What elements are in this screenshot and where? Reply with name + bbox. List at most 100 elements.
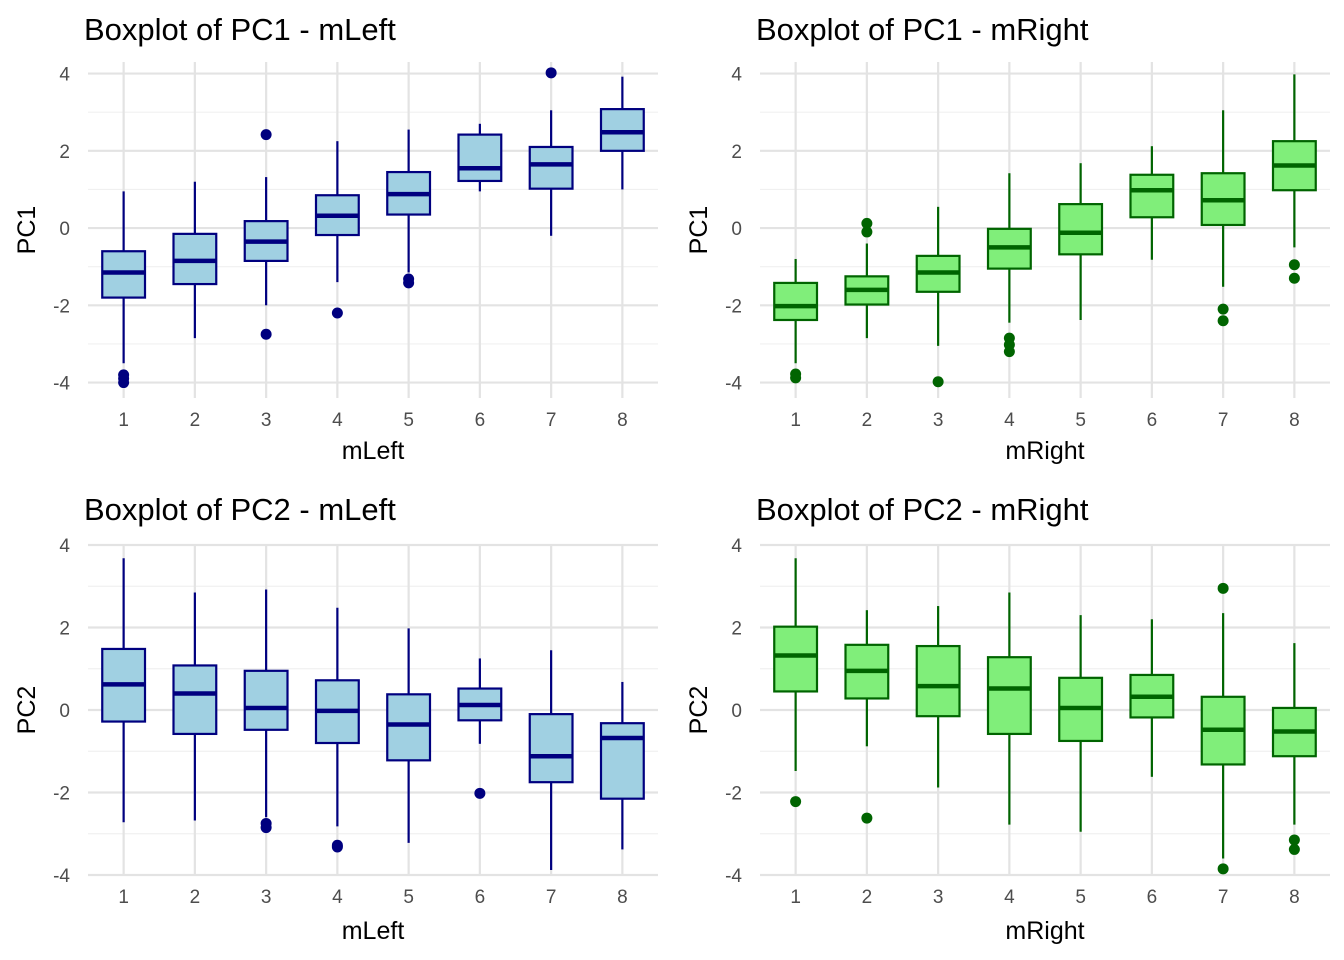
x-tick-label: 7	[1218, 887, 1229, 908]
y-tick-label: 2	[59, 619, 70, 640]
x-tick-label: 6	[1147, 410, 1158, 431]
x-axis-label: mRight	[1005, 917, 1084, 945]
y-axis-label: PC1	[685, 206, 713, 255]
box-2	[172, 592, 218, 821]
y-tick-label: 0	[731, 701, 742, 722]
outlier-point	[545, 67, 557, 79]
x-tick-label: 3	[261, 887, 272, 908]
box-body	[386, 693, 432, 762]
box-4	[314, 141, 360, 319]
x-tick-label: 7	[546, 887, 557, 908]
outlier-point	[790, 372, 802, 384]
outlier-point	[260, 822, 272, 834]
y-tick-label: -4	[53, 866, 70, 887]
chart-panel-1: -4 -2 0 2 4 1 2 3 4 5 6 7 8 Boxplot of PC1 - mLeft mLe…	[13, 12, 658, 465]
box-body	[1058, 203, 1104, 256]
box-6	[457, 123, 503, 192]
box-6	[1129, 146, 1175, 260]
box-8	[1271, 643, 1317, 855]
outlier-point	[932, 376, 944, 388]
outlier-point	[1288, 259, 1300, 271]
x-tick-label: 2	[862, 887, 873, 908]
x-tick-label: 3	[933, 887, 944, 908]
box-2	[172, 181, 218, 339]
outlier-point	[1217, 303, 1229, 315]
box-body	[915, 644, 961, 718]
outlier-point	[403, 277, 415, 289]
x-tick-label: 6	[475, 410, 486, 431]
x-axis-label: mLeft	[342, 917, 405, 945]
chart-title: Boxplot of PC2 - mRight	[756, 492, 1089, 527]
box-1	[773, 558, 819, 808]
box-body	[773, 625, 819, 693]
y-tick-label: 0	[59, 701, 70, 722]
box-8	[599, 76, 645, 190]
x-tick-label: 2	[190, 410, 201, 431]
x-tick-label: 6	[475, 887, 486, 908]
y-tick-label: -2	[725, 784, 742, 805]
x-tick-label: 4	[1004, 410, 1015, 431]
box-body	[528, 713, 574, 784]
y-tick-label: -4	[725, 866, 742, 887]
x-tick-label: 8	[617, 887, 628, 908]
y-tick-label: 4	[59, 65, 70, 86]
outlier-point	[861, 812, 873, 824]
box-body	[773, 281, 819, 322]
box-body	[986, 656, 1032, 736]
x-tick-label: 7	[1218, 410, 1229, 431]
y-tick-label: -2	[725, 296, 742, 317]
y-tick-label: 0	[731, 219, 742, 240]
chart-panel-2: -4 -2 0 2 4 1 2 3 4 5 6 7 8 Boxplot of PC1 - mRight mR…	[685, 12, 1330, 465]
outlier-point	[861, 226, 873, 238]
box-3	[243, 129, 289, 340]
x-axis-label: mRight	[1005, 437, 1084, 465]
outlier-point	[331, 841, 343, 853]
outlier-point	[1288, 272, 1300, 284]
y-tick-label: 2	[731, 619, 742, 640]
outlier-point	[1288, 834, 1300, 846]
x-tick-label: 1	[790, 887, 801, 908]
x-tick-label: 4	[332, 410, 343, 431]
box-4	[986, 592, 1032, 825]
x-tick-label: 8	[617, 410, 628, 431]
box-5	[386, 628, 432, 843]
y-tick-label: 4	[731, 65, 742, 86]
chart-title: Boxplot of PC2 - mLeft	[84, 492, 396, 527]
box-1	[101, 558, 147, 823]
x-tick-label: 3	[933, 410, 944, 431]
box-2	[844, 610, 890, 824]
box-7	[1200, 582, 1246, 875]
x-tick-label: 2	[190, 887, 201, 908]
box-8	[1271, 74, 1317, 284]
x-tick-label: 6	[1147, 887, 1158, 908]
box-body	[528, 145, 574, 190]
outlier-point	[1288, 843, 1300, 855]
y-axis-label: PC2	[13, 686, 41, 735]
y-tick-label: 0	[59, 219, 70, 240]
outlier-point	[1217, 315, 1229, 327]
chart-title: Boxplot of PC1 - mRight	[756, 12, 1089, 47]
x-tick-label: 7	[546, 410, 557, 431]
x-tick-label: 5	[1075, 887, 1086, 908]
y-tick-label: -2	[53, 296, 70, 317]
outlier-point	[260, 129, 272, 141]
outlier-point	[1217, 582, 1229, 594]
outlier-point	[790, 796, 802, 808]
box-body	[1129, 173, 1175, 219]
box-4	[986, 173, 1032, 358]
box-2	[844, 217, 890, 339]
y-tick-label: 2	[59, 142, 70, 163]
outlier-point	[260, 328, 272, 340]
y-tick-label: 4	[59, 536, 70, 557]
chart-panel-3: -4 -2 0 2 4 1 2 3 4 5 6 7 8 Boxplot of PC2 - mLeft mLe…	[13, 492, 658, 945]
box-7	[1200, 110, 1246, 327]
x-tick-label: 8	[1289, 887, 1300, 908]
box-body	[599, 108, 645, 152]
box-3	[915, 606, 961, 788]
box-body	[457, 133, 503, 183]
chart-title: Boxplot of PC1 - mLeft	[84, 12, 396, 47]
x-tick-label: 5	[403, 410, 414, 431]
box-5	[386, 129, 432, 289]
box-7	[528, 650, 574, 871]
